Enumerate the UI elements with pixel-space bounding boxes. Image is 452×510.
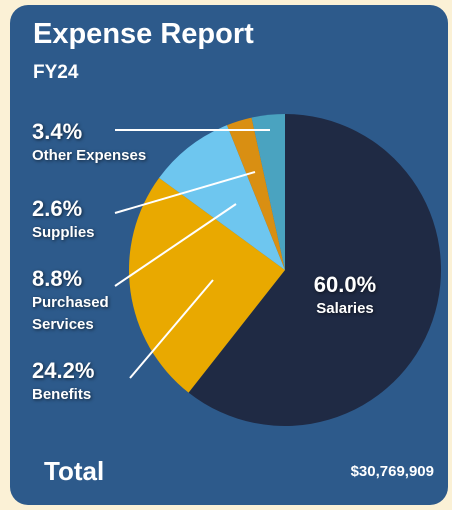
value-label: 60.0% <box>313 272 377 297</box>
pie-slice <box>227 117 285 271</box>
leader-line <box>114 171 256 214</box>
category-label: Supplies <box>32 224 95 241</box>
category-label: Benefits <box>32 386 92 403</box>
slice-label: 2.6% Supplies <box>32 196 152 244</box>
total-label: Total <box>44 456 105 486</box>
category-label: Other Expenses <box>32 147 147 164</box>
pie-slice <box>188 114 441 426</box>
pie-slice <box>129 177 285 393</box>
slice-label: 60.0% Salaries <box>300 272 390 320</box>
value-label: 24.2% <box>32 358 95 383</box>
leader-line <box>114 203 237 287</box>
value-label: 2.6% <box>32 196 83 221</box>
value-label: 3.4% <box>32 119 83 144</box>
category-label: Salaries <box>316 300 374 317</box>
leader-line <box>129 279 214 379</box>
chart-subtitle: FY24 <box>33 62 79 83</box>
category-label: Purchased Services <box>32 294 109 333</box>
pie-slice <box>159 125 285 271</box>
pie-slice <box>251 114 285 270</box>
value-label: 8.8% <box>32 266 83 291</box>
slice-label: 8.8% Purchased Services <box>32 266 132 336</box>
slice-label: 3.4% Other Expenses <box>32 119 202 167</box>
slice-label: 24.2% Benefits <box>32 358 142 406</box>
total-value: $30,769,909 <box>350 463 434 480</box>
chart-title: Expense Report <box>33 18 254 50</box>
